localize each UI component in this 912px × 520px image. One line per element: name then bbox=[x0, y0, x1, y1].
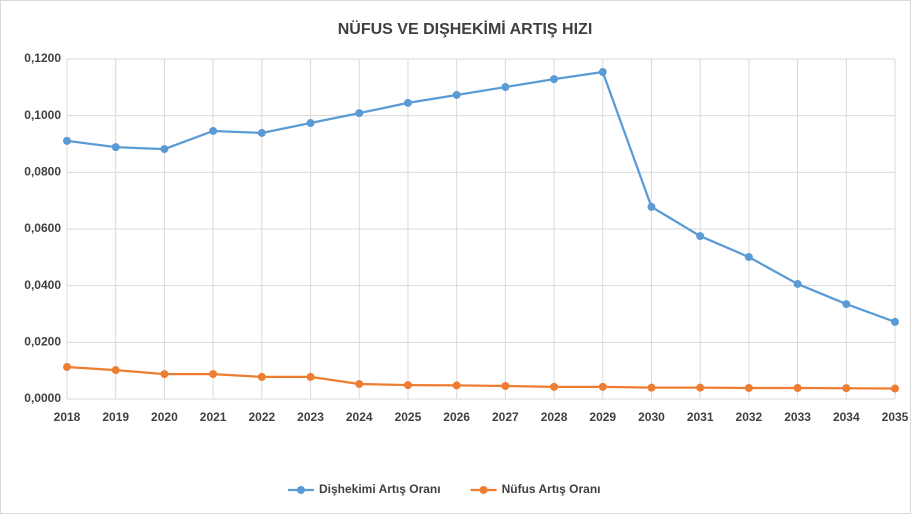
data-point bbox=[647, 383, 656, 392]
x-tick-label: 2022 bbox=[248, 410, 275, 424]
y-tick-label: 0,0200 bbox=[24, 335, 61, 349]
chart-title: NÜFUS VE DIŞHEKİMİ ARTIŞ HIZI bbox=[338, 19, 593, 38]
data-point bbox=[793, 279, 802, 288]
data-point bbox=[355, 109, 364, 118]
data-point bbox=[257, 128, 266, 137]
y-tick-label: 0,1200 bbox=[24, 51, 61, 65]
data-point bbox=[403, 381, 412, 390]
legend-label: Dişhekimi Artış Oranı bbox=[319, 482, 441, 496]
x-tick-label: 2018 bbox=[54, 410, 81, 424]
data-point bbox=[842, 384, 851, 393]
y-tick-label: 0,0000 bbox=[24, 391, 61, 405]
x-tick-label: 2027 bbox=[492, 410, 519, 424]
data-point bbox=[744, 383, 753, 392]
x-tick-label: 2021 bbox=[200, 410, 227, 424]
data-point bbox=[598, 382, 607, 391]
x-tick-label: 2019 bbox=[102, 410, 129, 424]
data-point bbox=[891, 317, 899, 326]
data-point bbox=[744, 253, 753, 262]
data-point bbox=[355, 379, 364, 388]
data-point bbox=[550, 75, 559, 84]
data-point bbox=[842, 300, 851, 309]
legend-marker bbox=[297, 486, 305, 494]
y-tick-label: 0,0400 bbox=[24, 278, 61, 292]
x-tick-label: 2031 bbox=[687, 410, 714, 424]
x-tick-label: 2023 bbox=[297, 410, 324, 424]
data-point bbox=[501, 83, 510, 92]
legend-label: Nüfus Artış Oranı bbox=[502, 482, 601, 496]
x-tick-label: 2032 bbox=[736, 410, 763, 424]
x-tick-label: 2026 bbox=[443, 410, 470, 424]
x-tick-label: 2024 bbox=[346, 410, 373, 424]
data-point bbox=[63, 136, 71, 145]
data-point bbox=[598, 68, 607, 77]
data-point bbox=[111, 143, 120, 152]
data-point bbox=[647, 202, 656, 211]
y-tick-label: 0,1000 bbox=[24, 108, 61, 122]
data-point bbox=[452, 381, 461, 390]
data-point bbox=[209, 126, 218, 135]
data-point bbox=[403, 98, 412, 107]
data-point bbox=[452, 90, 461, 99]
legend-marker bbox=[479, 486, 488, 494]
data-point bbox=[160, 370, 169, 379]
y-tick-label: 0,0800 bbox=[24, 165, 61, 179]
data-point bbox=[696, 232, 705, 241]
x-tick-label: 2028 bbox=[541, 410, 568, 424]
x-tick-label: 2033 bbox=[784, 410, 811, 424]
series-line bbox=[66, 70, 896, 323]
data-point bbox=[550, 382, 559, 391]
x-tick-label: 2030 bbox=[638, 410, 665, 424]
data-point bbox=[696, 383, 705, 392]
data-point bbox=[306, 372, 315, 381]
data-point bbox=[793, 383, 802, 392]
data-point bbox=[501, 381, 510, 390]
x-tick-label: 2020 bbox=[151, 410, 178, 424]
data-point bbox=[63, 362, 71, 371]
x-tick-label: 2034 bbox=[833, 410, 860, 424]
data-point bbox=[209, 370, 218, 379]
y-tick-label: 0,0600 bbox=[24, 221, 61, 235]
x-tick-label: 2025 bbox=[395, 410, 422, 424]
x-tick-label: 2029 bbox=[589, 410, 616, 424]
data-point bbox=[257, 372, 266, 381]
x-tick-label: 2035 bbox=[882, 410, 909, 424]
data-point bbox=[891, 384, 899, 393]
data-point bbox=[111, 366, 120, 375]
data-point bbox=[160, 145, 169, 154]
data-point bbox=[306, 119, 315, 128]
series-line bbox=[66, 365, 896, 390]
